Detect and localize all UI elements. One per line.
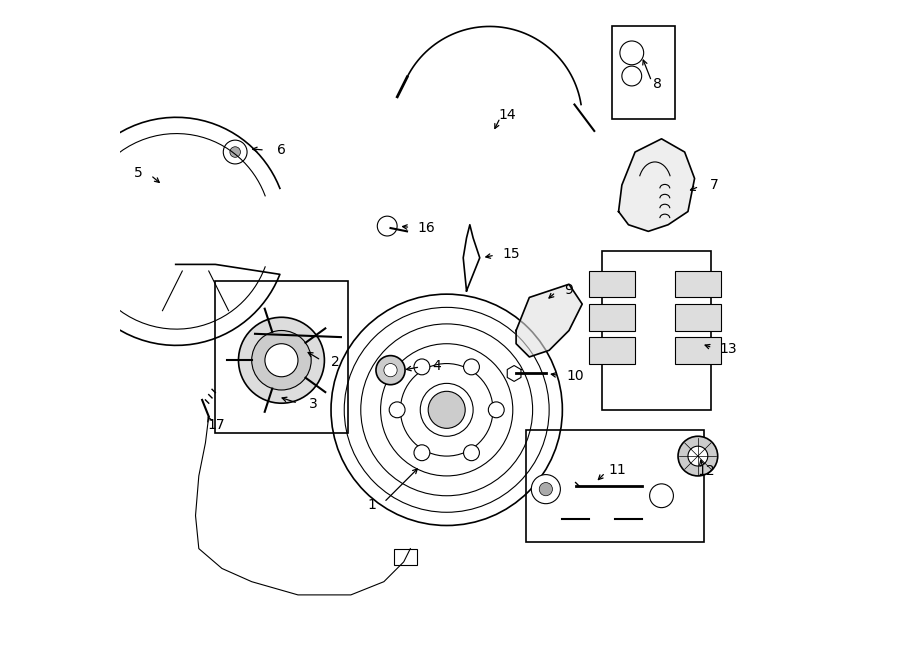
- Bar: [602, 251, 711, 410]
- Text: 17: 17: [207, 418, 225, 432]
- Text: 1: 1: [368, 498, 377, 512]
- Text: 10: 10: [567, 369, 584, 383]
- Bar: [675, 337, 721, 364]
- Polygon shape: [618, 139, 695, 231]
- Circle shape: [688, 446, 707, 466]
- Text: 15: 15: [502, 247, 520, 262]
- Bar: [589, 271, 635, 297]
- Text: 16: 16: [418, 221, 436, 235]
- Circle shape: [414, 359, 430, 375]
- Text: 9: 9: [563, 283, 572, 297]
- Bar: [589, 304, 635, 330]
- Circle shape: [464, 445, 480, 461]
- Circle shape: [414, 445, 430, 461]
- Circle shape: [650, 484, 673, 508]
- Text: 12: 12: [698, 463, 716, 477]
- Text: 7: 7: [710, 178, 719, 192]
- Circle shape: [265, 344, 298, 377]
- Circle shape: [389, 402, 405, 418]
- Text: 4: 4: [432, 359, 441, 373]
- Circle shape: [376, 356, 405, 385]
- Text: 2: 2: [331, 355, 339, 369]
- Circle shape: [620, 41, 643, 65]
- Circle shape: [428, 391, 465, 428]
- Text: 3: 3: [310, 397, 318, 411]
- Bar: [589, 337, 635, 364]
- Bar: [526, 430, 705, 542]
- Text: 8: 8: [653, 77, 662, 91]
- Bar: [612, 26, 675, 119]
- Circle shape: [377, 216, 397, 236]
- Circle shape: [489, 402, 504, 418]
- Bar: [675, 271, 721, 297]
- Circle shape: [230, 147, 240, 157]
- Text: 6: 6: [277, 143, 286, 157]
- Circle shape: [622, 66, 642, 86]
- Circle shape: [384, 364, 397, 377]
- Polygon shape: [516, 284, 582, 357]
- Text: 14: 14: [499, 108, 517, 122]
- Circle shape: [539, 483, 553, 496]
- Text: 13: 13: [719, 342, 737, 356]
- Circle shape: [678, 436, 717, 476]
- Bar: [394, 549, 417, 565]
- Circle shape: [531, 475, 561, 504]
- Bar: [675, 304, 721, 330]
- Circle shape: [238, 317, 324, 403]
- Circle shape: [223, 140, 248, 164]
- Circle shape: [252, 330, 311, 390]
- Circle shape: [464, 359, 480, 375]
- Text: 5: 5: [133, 166, 142, 180]
- Bar: [215, 281, 347, 433]
- Text: 11: 11: [608, 463, 626, 477]
